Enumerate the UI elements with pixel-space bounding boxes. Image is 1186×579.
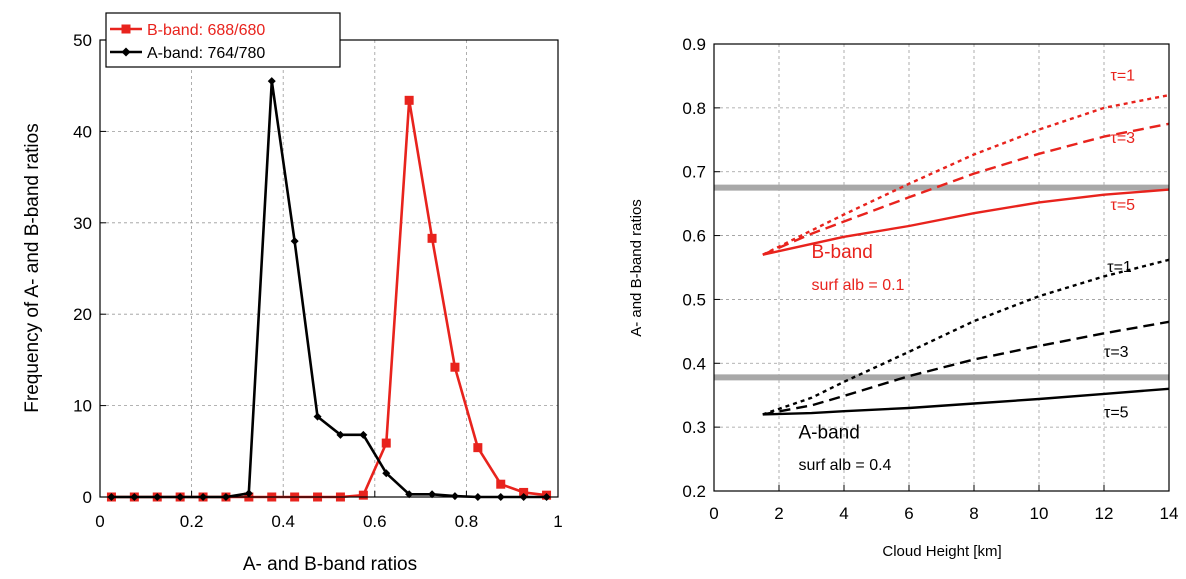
y-tick-label-10: 10 (73, 397, 92, 416)
data-point-a-band-764-780-8 (290, 237, 299, 246)
data-point-b-band-688-680-12 (381, 438, 391, 448)
data-point-b-band-688-680-15 (450, 362, 460, 372)
x-tick-label-0: 0 (95, 512, 104, 531)
right-annotations: τ=1 τ=3 τ=5 B-band surf alb = 0.1 τ=1 τ=3 τ=5 A-… (799, 67, 1136, 474)
y-tick-label-20: 20 (73, 305, 92, 324)
annotation-b-band-3: B-band (812, 242, 873, 263)
left-x-axis-label: A- and B-band ratios (243, 554, 417, 575)
legend-marker-b-band (121, 24, 131, 34)
x-tick-label-0-8: 0.8 (455, 512, 479, 531)
y-tick-label-0-6: 0.6 (682, 227, 706, 246)
y-tick-label-0-8: 0.8 (682, 99, 706, 118)
y-tick-label-0-9: 0.9 (682, 35, 706, 54)
data-point-a-band-764-780-13 (405, 490, 414, 499)
left-series (106, 77, 552, 502)
right-grid (713, 43, 1170, 492)
y-tick-label-0-3: 0.3 (682, 418, 706, 437)
y-tick-label-0-5: 0.5 (682, 290, 706, 309)
series-line-series-5 (762, 387, 1170, 416)
legend-label-b-band: B-band: 688/680 (147, 22, 265, 39)
data-point-b-band-688-680-18 (519, 487, 529, 497)
x-tick-label-0-2: 0.2 (180, 512, 204, 531)
left-y-axis-label: Frequency of A- and B-band ratios (22, 123, 43, 412)
data-point-a-band-764-780-9 (313, 412, 322, 421)
y-tick-label-0-4: 0.4 (682, 354, 706, 373)
x-tick-label-0-4: 0.4 (271, 512, 295, 531)
series-line-series-3 (762, 258, 1170, 416)
right-series (762, 93, 1170, 416)
annotation-3-1: τ=3 (1111, 130, 1136, 147)
left-grid (99, 39, 559, 498)
left-plot-frame (99, 39, 559, 498)
right-plot-frame (713, 43, 1170, 492)
x-tick-label-14: 14 (1160, 504, 1179, 523)
x-tick-label-4: 4 (839, 504, 848, 523)
y-tick-label-40: 40 (73, 122, 92, 141)
right-y-axis-label: A- and B-band ratios (628, 199, 645, 337)
annotation-a-band-8: A-band (799, 423, 860, 444)
annotation-surf-alb-0-1-4: surf alb = 0.1 (812, 277, 905, 294)
right-tick-labels: 0 2 4 6 8 10 12 14 0.2 0.3 0.4 0.5 0.6 0.7 0.8 0.9 (682, 35, 1178, 523)
series-line-series-0 (762, 93, 1170, 256)
data-point-b-band-688-680-17 (496, 479, 506, 489)
y-tick-label-50: 50 (73, 31, 92, 50)
series-line-series-4 (762, 320, 1170, 416)
data-point-a-band-764-780-14 (428, 490, 437, 499)
data-point-a-band-764-780-10 (336, 430, 345, 439)
data-point-a-band-764-780-15 (450, 492, 459, 501)
x-tick-label-6: 6 (904, 504, 913, 523)
annotation-3-6: τ=3 (1104, 344, 1129, 361)
right-x-axis-label: Cloud Height [km] (882, 543, 1001, 560)
y-tick-label-0-7: 0.7 (682, 163, 706, 182)
y-tick-label-0-2: 0.2 (682, 482, 706, 501)
series-line-a-band-764-780 (111, 79, 547, 499)
legend: B-band: 688/680 A-band: 764/780 (105, 12, 341, 68)
data-point-a-band-764-780-12 (382, 469, 391, 478)
data-point-a-band-764-780-11 (359, 430, 368, 439)
cloud-height-chart: 0 2 4 6 8 10 12 140.20.30.40.50.60.70.80.9 τ=1τ… (628, 35, 1178, 560)
y-tick-label-30: 30 (73, 214, 92, 233)
x-tick-label-8: 8 (969, 504, 978, 523)
y-tick-label-0: 0 (83, 488, 92, 507)
data-point-b-band-688-680-14 (427, 233, 437, 243)
data-point-a-band-764-780-7 (267, 77, 276, 86)
series-line-series-1 (762, 122, 1170, 256)
annotation-surf-alb-0-4-9: surf alb = 0.4 (799, 457, 892, 474)
x-tick-label-2: 2 (774, 504, 783, 523)
legend-box (105, 12, 341, 68)
annotation-1-5: τ=1 (1107, 259, 1132, 276)
series-line-b-band-688-680 (111, 99, 547, 499)
legend-marker-a-band (121, 47, 131, 57)
data-point-a-band-764-780-6 (244, 489, 253, 498)
data-point-b-band-688-680-11 (358, 490, 368, 500)
annotation-5-7: τ=5 (1104, 405, 1129, 422)
right-reference-lines (714, 184, 1169, 381)
annotation-5-2: τ=5 (1111, 197, 1136, 214)
legend-label-a-band: A-band: 764/780 (147, 45, 265, 62)
annotation-1-0: τ=1 (1111, 67, 1136, 84)
data-point-b-band-688-680-16 (473, 443, 483, 453)
series-line-series-2 (762, 188, 1170, 256)
x-tick-label-12: 12 (1095, 504, 1114, 523)
x-tick-label-10: 10 (1030, 504, 1049, 523)
x-tick-label-0: 0 (709, 504, 718, 523)
x-tick-label-0-6: 0.6 (363, 512, 387, 531)
data-point-b-band-688-680-13 (404, 95, 414, 105)
x-tick-label-1: 1 (553, 512, 562, 531)
